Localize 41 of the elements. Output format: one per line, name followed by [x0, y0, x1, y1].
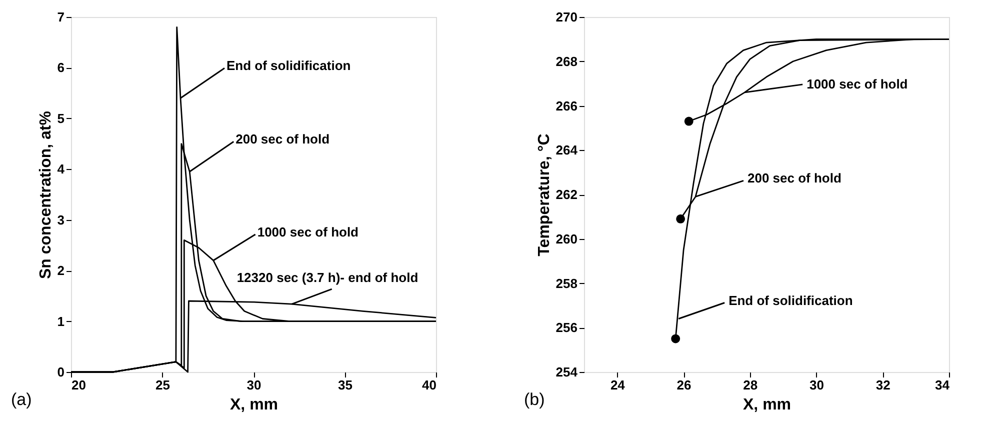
x-tick-label: 40 — [422, 378, 436, 392]
y-tick-label: 5 — [57, 110, 64, 126]
y-tick-label: 260 — [556, 231, 578, 246]
x-tick-label: 30 — [810, 378, 824, 392]
annotation: 1000 sec of hold — [806, 76, 908, 92]
y-tick-label: 7 — [57, 10, 64, 24]
annotation: 200 sec of hold — [236, 132, 330, 147]
x-tick-label: 25 — [156, 378, 170, 392]
x-axis-title: X, mm — [742, 396, 792, 414]
y-tick-label: 256 — [556, 320, 578, 336]
y-tick-label: 268 — [556, 54, 578, 69]
y-tick-label: 0 — [57, 364, 64, 380]
y-axis-title: Sn concentration, at% — [37, 110, 54, 280]
annotation: 200 sec of hold — [747, 170, 842, 186]
y-tick-label: 2 — [57, 263, 64, 278]
y-tick-label: 4 — [57, 162, 66, 177]
x-tick-label: 28 — [743, 378, 758, 392]
y-tick-label: 270 — [556, 10, 578, 24]
annotation: End of solidification — [226, 58, 351, 74]
x-tick-label: 30 — [246, 378, 262, 392]
x-tick-label: 32 — [876, 378, 890, 392]
text: (a) — [11, 390, 32, 409]
y-tick-label: 266 — [556, 98, 578, 114]
y-tick-label: 1 — [57, 314, 64, 329]
x-tick-label: 34 — [935, 378, 950, 392]
x-tick-label: 24 — [610, 378, 626, 392]
y-tick-label: 3 — [57, 212, 64, 228]
x-tick-label: 35 — [338, 378, 352, 392]
x-axis-title: X, mm — [230, 396, 278, 414]
x-tick-label: 20 — [72, 378, 86, 392]
y-tick-label: 254 — [556, 364, 578, 380]
text: (b) — [524, 390, 545, 409]
y-axis-title: Temperature, °C — [536, 133, 553, 256]
x-tick-label: 26 — [676, 378, 692, 392]
y-tick-label: 264 — [556, 142, 578, 158]
y-tick-label: 258 — [556, 276, 578, 291]
annotation: End of solidification — [728, 292, 853, 308]
y-tick-label: 262 — [556, 187, 578, 202]
y-tick-label: 6 — [57, 60, 64, 76]
annotation: 12320 sec (3.7 h)- end of hold — [236, 270, 418, 286]
annotation: 1000 sec of hold — [257, 224, 359, 240]
